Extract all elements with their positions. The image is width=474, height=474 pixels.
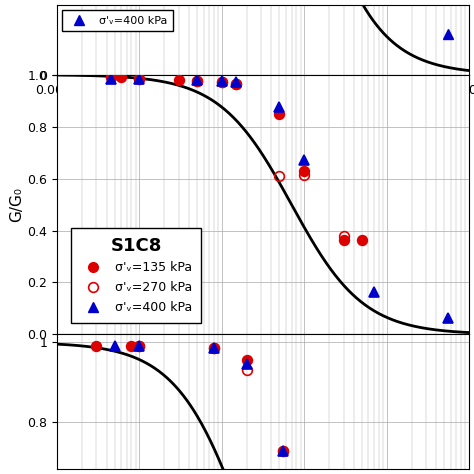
Legend: σ'ᵥ=135 kPa, σ'ᵥ=270 kPa, σ'ᵥ=400 kPa: σ'ᵥ=135 kPa, σ'ᵥ=270 kPa, σ'ᵥ=400 kPa <box>72 228 201 323</box>
Legend: σ'ᵥ=400 kPa: σ'ᵥ=400 kPa <box>63 10 173 31</box>
Y-axis label: G/G₀: G/G₀ <box>9 187 24 222</box>
